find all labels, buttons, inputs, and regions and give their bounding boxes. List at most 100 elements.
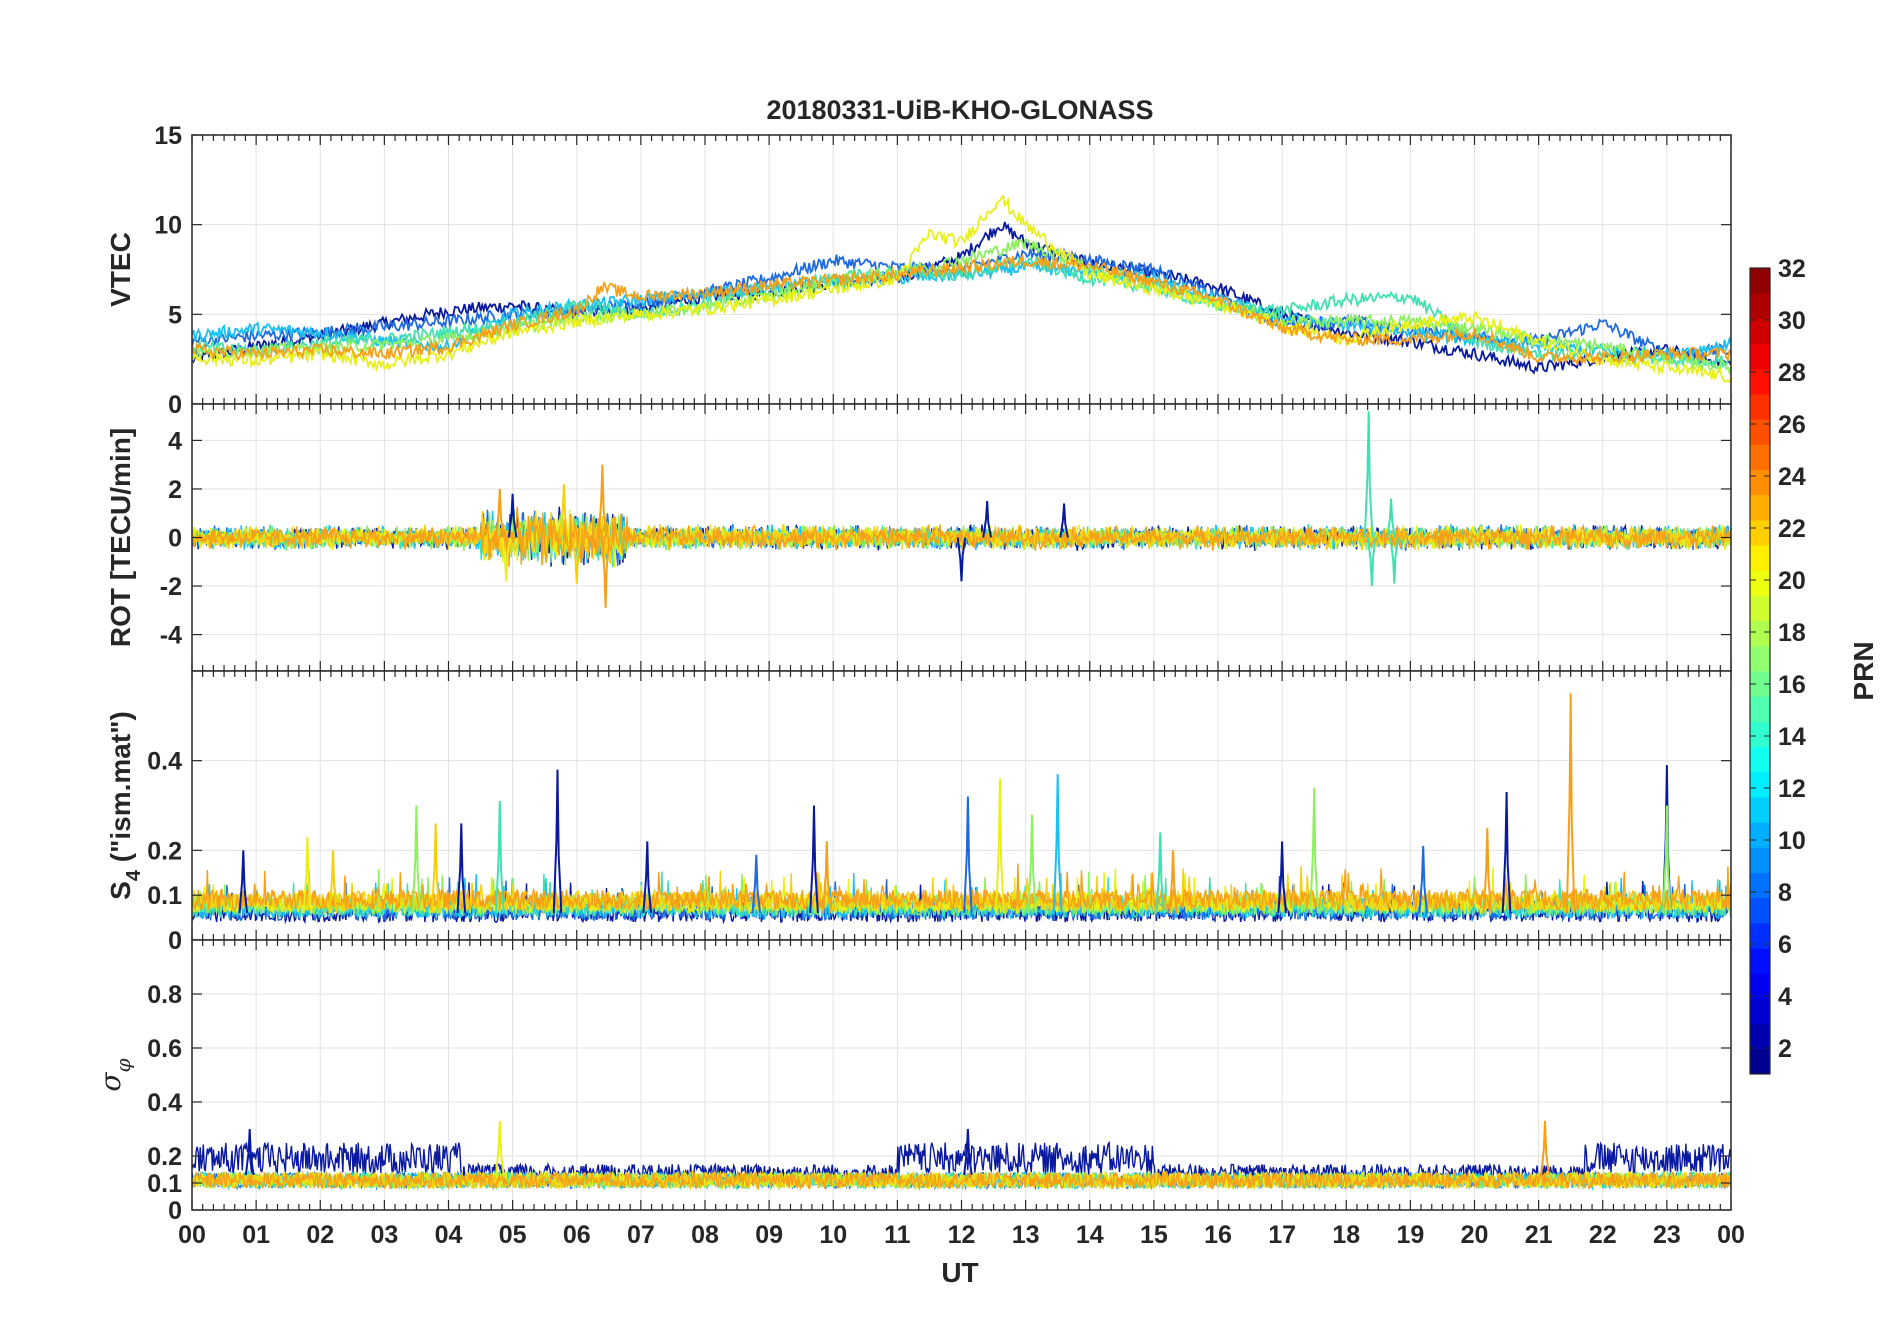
y-tick-label: 0 <box>168 1197 182 1225</box>
sigma_phi-noise-trace <box>192 1169 1731 1191</box>
x-tick-label: 18 <box>1332 1221 1360 1249</box>
y-tick-label: 5 <box>168 301 182 329</box>
rot-noise-trace <box>192 510 1731 565</box>
s4-spike <box>1155 832 1166 914</box>
s4-spike <box>1309 787 1319 914</box>
colorbar-tick-label: 8 <box>1778 879 1792 907</box>
colorbar-tick-label: 20 <box>1778 567 1806 595</box>
x-tick-labels: 00 01 02 03 04 05 06 07 08 09 10 11 12 13 14 15 16 17 18 19… <box>178 1221 1745 1249</box>
y-tick-label: -4 <box>160 622 182 650</box>
data-sigma_phi <box>192 1120 1731 1192</box>
sigma_phi-spike <box>244 1128 255 1176</box>
x-tick-label: 09 <box>755 1221 783 1249</box>
s4-spike <box>411 805 422 914</box>
s4-spike <box>1501 791 1512 914</box>
x-tick-label: 02 <box>306 1221 334 1249</box>
rot-noise-trace <box>192 510 1731 566</box>
colorbar-segment <box>1750 620 1770 647</box>
x-tick-label: 14 <box>1076 1221 1104 1249</box>
colorbar-segment <box>1750 998 1770 1025</box>
y-tick-label: 2 <box>168 476 182 504</box>
y-tick-label: 0.4 <box>147 748 182 776</box>
s4-spike <box>642 841 653 914</box>
y-axis-label-vtec: VTEC <box>105 232 136 307</box>
sigma_phi-spike <box>963 1128 973 1176</box>
y-tick-label: 10 <box>154 212 182 240</box>
colorbar-tick-label: 18 <box>1778 619 1806 647</box>
colorbar-segment <box>1750 268 1770 294</box>
colorbar-frame <box>1749 267 1771 1075</box>
s4-spike <box>1418 845 1428 914</box>
colorbar-segment <box>1750 318 1770 345</box>
colorbar-segment <box>1750 847 1770 873</box>
s4-spike <box>430 823 441 914</box>
s4-spike <box>495 800 505 914</box>
x-tick-label: 16 <box>1204 1221 1232 1249</box>
colorbar-tick-label: 14 <box>1778 723 1806 751</box>
s4-spike <box>1662 805 1672 914</box>
s4-spike <box>751 854 762 914</box>
s4-spike <box>1168 850 1178 914</box>
panel-s4: 0 0.1 0.2 0.4S4 ("ism.mat") <box>105 670 1732 955</box>
rot-noise-trace <box>192 506 1731 567</box>
colorbar-tick-label: 26 <box>1778 411 1806 439</box>
x-tick-label: 21 <box>1525 1221 1553 1249</box>
colorbar-segment <box>1750 595 1770 622</box>
chart-title: 20180331-UiB-KHO-GLONASS <box>766 95 1153 125</box>
sigma_phi-spike <box>1540 1120 1550 1176</box>
colorbar-segment <box>1750 796 1770 823</box>
x-tick-label: 23 <box>1653 1221 1681 1249</box>
colorbar-segment <box>1750 570 1770 596</box>
s4-spike <box>1277 841 1287 914</box>
colorbar-tick-label: 24 <box>1778 463 1806 491</box>
colorbar-tick-label: 22 <box>1778 515 1806 543</box>
s4-spike <box>995 778 1005 914</box>
s4-spike <box>328 850 338 914</box>
colorbar-tick-label: 16 <box>1778 671 1806 699</box>
colorbar-tick-label: 32 <box>1778 255 1806 283</box>
colorbar-segment <box>1750 343 1770 370</box>
rot-spike <box>495 488 505 538</box>
s4-spike <box>456 823 467 914</box>
rot-spike <box>956 537 967 582</box>
colorbar-segment <box>1750 1048 1770 1075</box>
rot-spike <box>600 537 611 608</box>
x-tick-label: 12 <box>948 1221 976 1249</box>
y-tick-label: 0.4 <box>147 1089 182 1117</box>
colorbar-segment <box>1750 922 1770 949</box>
y-tick-label: 0.2 <box>147 1143 182 1171</box>
sigma_phi-noise-trace <box>192 1169 1731 1191</box>
x-tick-label: 20 <box>1461 1221 1489 1249</box>
colorbar-segment <box>1750 771 1770 798</box>
colorbar-tick-label: 28 <box>1778 359 1806 387</box>
sigma_phi-noise-trace <box>192 1169 1731 1191</box>
colorbar-segment <box>1750 897 1770 924</box>
colorbar-segment <box>1750 721 1770 748</box>
y-axis-label-s4: S4 ("ism.mat") <box>105 711 145 900</box>
s4-spike <box>822 841 832 914</box>
x-tick-label: 00 <box>178 1221 206 1249</box>
y-tick-label: -2 <box>160 573 182 601</box>
x-tick-label: 13 <box>1012 1221 1040 1249</box>
s4-spike <box>1052 774 1063 914</box>
rot-spike <box>571 537 582 584</box>
colorbar-tick-label: 2 <box>1778 1035 1792 1063</box>
colorbar-segment <box>1750 746 1770 773</box>
colorbar-segment <box>1750 519 1770 546</box>
colorbar-tick-label: 6 <box>1778 931 1792 959</box>
colorbar-segment <box>1750 822 1770 848</box>
y-tick-label: 0 <box>168 927 182 955</box>
y-tick-label: 4 <box>168 427 182 455</box>
colorbar-segment <box>1750 393 1770 420</box>
rot-spike <box>982 501 992 538</box>
rot-spike <box>1389 537 1400 584</box>
vtec-series-prn-23 <box>192 253 1731 367</box>
s4-spike <box>963 796 973 914</box>
colorbar-segment <box>1750 419 1770 445</box>
sigma_phi-spike <box>495 1120 505 1176</box>
x-tick-label: 11 <box>884 1221 911 1249</box>
y-tick-label: 15 <box>154 122 182 150</box>
rot-spike <box>597 464 608 538</box>
